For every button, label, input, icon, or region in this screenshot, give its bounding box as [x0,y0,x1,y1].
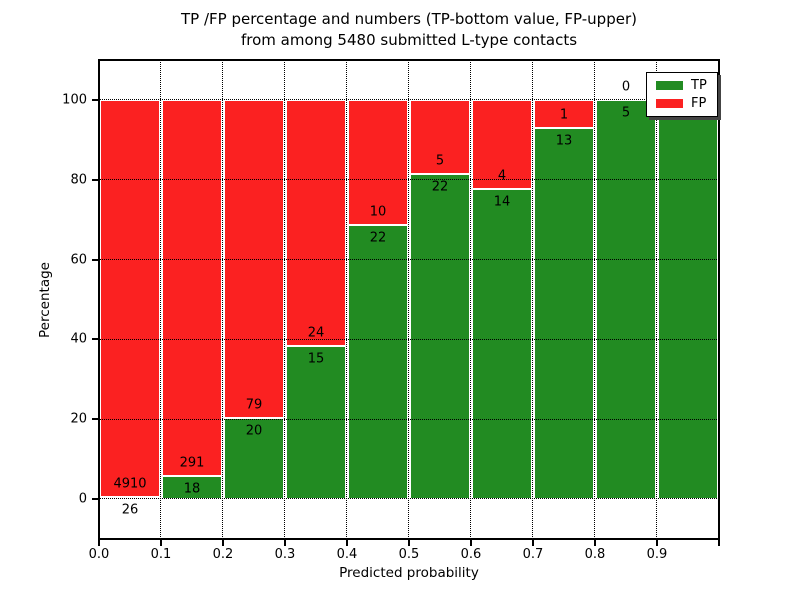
y-tick [92,418,99,421]
bar-fp-5 [410,99,470,174]
tp-count-label-6: 14 [493,194,511,210]
fp-color-swatch [656,99,683,108]
y-tick-label: 0 [78,491,87,507]
legend: TP FP [646,72,718,117]
fp-count-label-2: 79 [245,397,263,413]
bar-fp-4 [348,99,408,225]
bar-fp-7 [534,99,594,129]
fp-count-label-8: 0 [621,79,631,95]
bar-fp-6 [472,99,532,189]
legend-entry-tp: TP [656,79,707,92]
y-tick [92,98,99,101]
bar-fp-2 [224,99,284,419]
bar-fp-1 [162,99,222,476]
x-tick [470,539,472,546]
tp-count-label-4: 22 [369,230,387,246]
tp-color-swatch [656,81,683,90]
fp-count-label-0: 4910 [113,476,147,492]
x-tick-label: 0.2 [212,547,234,562]
y-tick [92,338,99,341]
x-tick-label: 0.8 [584,547,606,562]
tp-count-label-5: 22 [431,179,449,195]
tp-count-label-7: 13 [555,133,573,149]
bar-tp-9 [658,99,718,500]
tp-count-label-0: 26 [121,502,139,518]
x-tick [346,539,348,546]
x-tick-label: 0.1 [150,547,172,562]
bar-tp-7 [534,128,594,500]
x-tick-label: 0.6 [460,547,482,562]
bar-tp-5 [410,173,470,500]
y-tick-label: 20 [70,411,87,427]
x-axis-label: Predicted probability [339,565,479,581]
chart-title-line2: from among 5480 submitted L-type contact… [240,31,578,49]
fp-count-label-3: 24 [307,325,325,341]
bar-tp-4 [348,224,408,500]
legend-label-fp: FP [691,96,707,111]
x-tick-label: 0.3 [274,547,296,562]
y-tick [92,258,99,261]
plot-area: 491026291187920241510225224141130501 0.0… [62,59,720,562]
tp-count-label-2: 20 [245,423,263,439]
y-tick [92,498,99,501]
x-tick-label: 0.4 [336,547,358,562]
fp-count-label-7: 1 [559,107,569,123]
x-tick-label: 0.5 [398,547,420,562]
x-tick [98,539,100,546]
legend-entry-fp: FP [656,97,707,110]
y-tick-label: 80 [70,172,87,188]
x-tick [408,539,410,546]
fp-count-label-1: 291 [179,455,205,471]
x-tick-label: 0.0 [88,547,110,562]
tp-count-label-1: 18 [183,481,201,497]
y-tick-label: 40 [70,331,87,347]
x-tick-label: 0.7 [522,547,544,562]
legend-label-tp: TP [691,78,707,93]
bar-tp-8 [596,99,656,500]
x-tick [594,539,596,546]
x-tick [656,539,658,546]
y-tick [92,178,99,181]
y-axis-label: Percentage [37,262,53,338]
bar-tp-6 [472,188,532,500]
tp-count-label-3: 15 [307,351,325,367]
x-tick-label: 0.9 [646,547,668,562]
x-tick [160,539,162,546]
fp-count-label-5: 5 [435,153,445,169]
bar-fp-3 [286,99,346,346]
fp-count-label-4: 10 [369,204,387,220]
x-tick [718,539,720,546]
y-tick-label: 100 [62,92,87,108]
chart-title-line1: TP /FP percentage and numbers (TP-bottom… [181,10,637,28]
bar-fp-0 [100,99,160,497]
bar-tp-3 [286,345,346,500]
bar-tp-0 [100,496,160,500]
x-tick [284,539,286,546]
tp-count-label-8: 5 [621,105,631,121]
y-tick-label: 60 [70,252,87,268]
fp-count-label-6: 4 [497,168,507,184]
x-tick [222,539,224,546]
x-tick [532,539,534,546]
